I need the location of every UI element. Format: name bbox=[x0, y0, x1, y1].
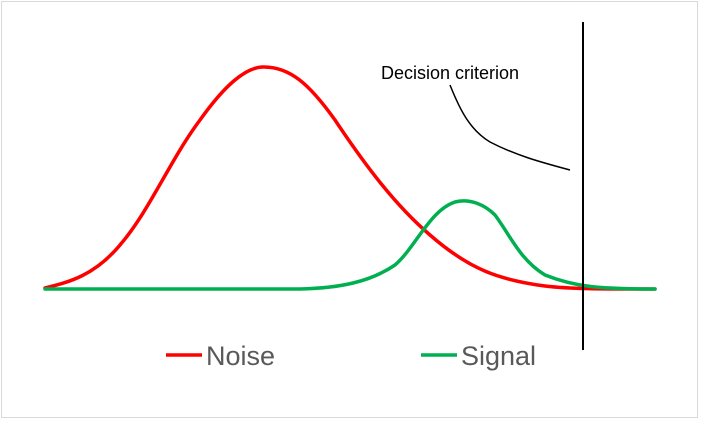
legend-noise-label: Noise bbox=[206, 341, 275, 371]
decision-criterion-label: Decision criterion bbox=[381, 63, 519, 83]
annotation-leader bbox=[449, 84, 571, 171]
signal-curve bbox=[43, 199, 657, 291]
noise-curve bbox=[43, 65, 657, 291]
legend-signal-label: Signal bbox=[461, 341, 536, 371]
